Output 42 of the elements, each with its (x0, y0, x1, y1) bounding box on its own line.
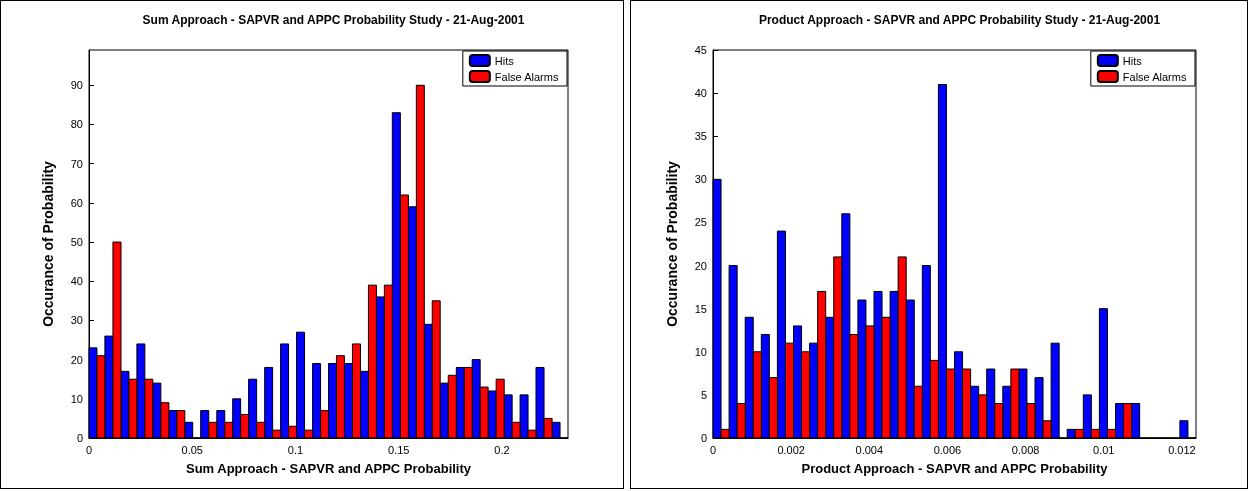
y-tick-label: 20 (694, 259, 707, 272)
legend-label: Hits (494, 54, 515, 67)
x-tick-label: 0 (709, 443, 717, 456)
y-tick-label: 0 (76, 432, 83, 444)
x-tick-label: 0.05 (181, 443, 203, 456)
x-tick-label: 0.012 (1168, 443, 1196, 456)
y-tick-label: 15 (694, 302, 707, 315)
y-tick-label: 50 (70, 236, 83, 249)
legend-label: False Alarms (494, 70, 559, 83)
legend-label: False Alarms (1122, 70, 1187, 83)
legend-label: Hits (1122, 54, 1143, 67)
y-tick-label: 0 (700, 432, 707, 444)
x-tick-label: 0 (85, 443, 93, 456)
y-tick-label: 70 (70, 157, 83, 170)
y-tick-label: 10 (694, 345, 707, 358)
y-tick-label: 30 (70, 314, 83, 327)
y-tick-label: 40 (70, 275, 83, 288)
chart-title: Sum Approach - SAPVR and APPC Probability Study - 21-Aug-2001 (142, 13, 525, 27)
y-tick-label: 45 (694, 44, 707, 56)
y-tick-label: 30 (694, 173, 707, 186)
y-tick-label: 90 (70, 79, 83, 92)
x-tick-label: 0.2 (494, 443, 510, 456)
y-tick-label: 10 (70, 392, 83, 405)
chart-title: Product Approach - SAPVR and APPC Probability Study - 21-Aug-2001 (758, 13, 1161, 27)
x-tick-label: 0.006 (933, 443, 962, 456)
x-tick-label: 0.004 (855, 443, 884, 456)
x-tick-label: 0.15 (387, 443, 410, 456)
y-tick-label: 80 (70, 118, 83, 131)
y-tick-label: 60 (70, 196, 83, 209)
y-tick-label: 40 (694, 87, 707, 100)
y-axis-title: Occurance of Probability (40, 160, 56, 327)
y-tick-label: 5 (700, 388, 707, 401)
x-axis-title: Sum Approach - SAPVR and APPC Probability (185, 461, 472, 476)
y-tick-label: 20 (70, 353, 83, 366)
y-tick-label: 25 (694, 216, 707, 229)
x-tick-label: 0.1 (287, 443, 304, 456)
x-tick-label: 0.01 (1093, 443, 1115, 456)
x-tick-label: 0.002 (777, 443, 805, 456)
y-tick-label: 35 (694, 130, 707, 143)
y-axis-title: Occurance of Probability (664, 160, 680, 327)
x-axis-title: Product Approach - SAPVR and APPC Probability (801, 461, 1109, 476)
x-tick-label: 0.008 (1011, 443, 1040, 456)
